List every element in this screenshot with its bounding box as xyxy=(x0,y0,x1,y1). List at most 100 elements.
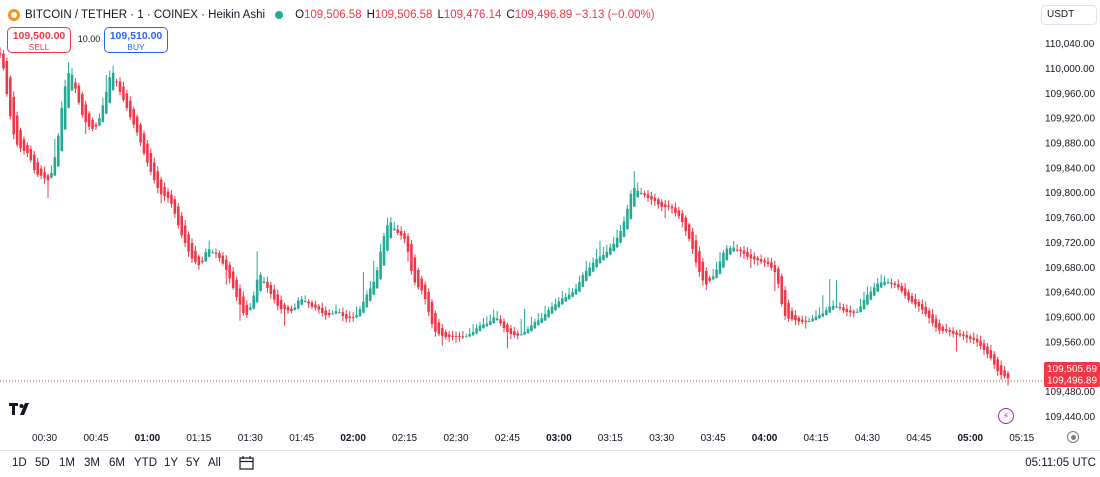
range-5d[interactable]: 5D xyxy=(35,457,50,469)
candle xyxy=(84,100,87,134)
candle xyxy=(921,299,924,315)
candle xyxy=(307,299,310,308)
range-6m[interactable]: 6M xyxy=(109,457,125,469)
candle xyxy=(310,300,314,310)
candle xyxy=(262,276,266,284)
candle xyxy=(19,127,22,153)
candle xyxy=(886,278,890,284)
candle xyxy=(852,309,855,318)
candle xyxy=(180,212,183,239)
candle xyxy=(691,227,694,254)
candle xyxy=(485,316,489,327)
candle xyxy=(129,96,132,120)
candle xyxy=(605,244,609,259)
candle xyxy=(399,226,403,240)
candle xyxy=(149,148,153,176)
time-tick-label: 04:45 xyxy=(906,433,931,444)
candle xyxy=(588,262,591,277)
candle xyxy=(94,122,98,130)
candle xyxy=(5,57,9,97)
candle xyxy=(355,306,358,318)
candle xyxy=(825,306,828,316)
candle xyxy=(101,97,105,123)
candle xyxy=(708,275,711,283)
candle xyxy=(646,190,650,202)
range-all[interactable]: All xyxy=(208,457,221,469)
lightning-icon[interactable]: ⚡ xyxy=(998,408,1014,424)
candle xyxy=(286,304,290,314)
candle xyxy=(526,326,530,334)
candle xyxy=(266,276,269,293)
candle xyxy=(993,351,996,369)
time-tick-label: 05:00 xyxy=(957,433,983,444)
time-tick-label: 01:45 xyxy=(289,433,314,444)
calendar-icon[interactable] xyxy=(238,455,256,471)
time-tick-label: 03:00 xyxy=(546,433,572,444)
candle xyxy=(897,279,900,291)
sell-price: 109,500.00 xyxy=(12,30,66,42)
candle xyxy=(177,202,180,229)
range-1m[interactable]: 1M xyxy=(59,457,75,469)
currency-selector[interactable]: USDT xyxy=(1041,5,1097,25)
candle xyxy=(451,330,454,341)
time-tick-label: 03:30 xyxy=(649,433,674,444)
candle xyxy=(111,65,115,91)
candle xyxy=(636,182,639,198)
low-value: 109,476.14 xyxy=(443,9,502,21)
sell-button[interactable]: 109,500.00 SELL xyxy=(7,27,71,53)
candle xyxy=(348,311,351,323)
candle xyxy=(197,254,201,270)
candle xyxy=(835,279,838,309)
market-status-icon[interactable] xyxy=(275,11,284,19)
candle xyxy=(780,273,783,307)
candle xyxy=(471,324,475,336)
buy-button[interactable]: 109,510.00 BUY xyxy=(104,27,168,53)
candle xyxy=(989,345,993,361)
candle xyxy=(437,318,441,337)
symbol-title[interactable]: BITCOIN / TETHER · 1 · COINEX · Heikin A… xyxy=(25,9,266,21)
utc-clock[interactable]: 05:11:05 UTC xyxy=(1025,457,1096,469)
candle xyxy=(530,316,533,332)
candle xyxy=(547,306,550,318)
candle xyxy=(334,304,338,315)
candle xyxy=(214,248,218,259)
candle xyxy=(465,333,468,338)
candle xyxy=(142,130,146,156)
range-5y[interactable]: 5Y xyxy=(186,457,201,469)
price-tick-label: 109,600.00 xyxy=(1045,312,1095,323)
candle xyxy=(550,302,554,315)
candle xyxy=(674,202,677,217)
candle xyxy=(519,318,523,336)
price-tick-label: 109,960.00 xyxy=(1045,89,1095,100)
candle xyxy=(358,306,362,317)
candle xyxy=(36,158,39,177)
candle xyxy=(797,315,801,326)
candle xyxy=(369,280,372,302)
close-value: 109,496.89 xyxy=(514,9,573,21)
candle xyxy=(70,68,74,92)
tradingview-logo[interactable] xyxy=(9,402,35,416)
candle xyxy=(118,77,122,96)
candle xyxy=(910,293,914,305)
candle xyxy=(461,330,465,340)
price-tick-label: 109,480.00 xyxy=(1045,387,1095,398)
candle xyxy=(670,204,674,214)
candle xyxy=(873,282,876,297)
range-1y[interactable]: 1Y xyxy=(164,457,179,469)
range-3m[interactable]: 3M xyxy=(84,457,100,469)
candle xyxy=(447,331,451,342)
candlestick-chart[interactable]: 110,040.00 110,000.00 109,960.00 109,920.00… xyxy=(0,0,1100,450)
candle xyxy=(427,288,430,317)
candle xyxy=(242,291,245,316)
range-ytd[interactable]: YTD xyxy=(134,457,157,469)
candle xyxy=(389,216,393,239)
candle xyxy=(718,252,722,275)
close-label: C xyxy=(506,9,515,21)
price-axis: 110,040.00 110,000.00 109,960.00 109,920.00… xyxy=(1045,39,1095,423)
candle xyxy=(876,277,879,293)
settings-icon[interactable] xyxy=(1067,431,1079,443)
range-1d[interactable]: 1D xyxy=(12,457,27,469)
spread-value: 10.00 xyxy=(77,34,101,44)
candle xyxy=(567,287,571,300)
candle xyxy=(87,111,91,130)
